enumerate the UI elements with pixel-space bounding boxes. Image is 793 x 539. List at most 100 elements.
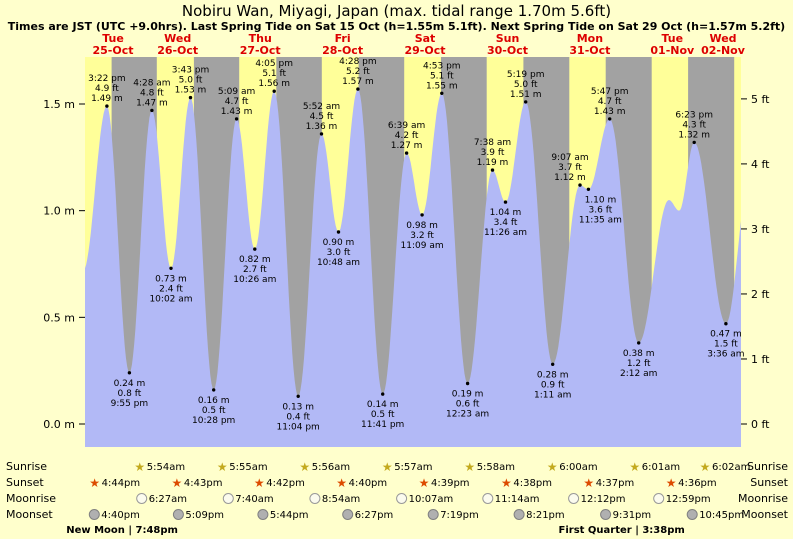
tide-high-annotation: 5:47 pm4.7 ft1.43 m [591,87,629,121]
tide-annotation-line: 4.8 ft [140,88,164,98]
tide-annotation-line: 4.2 ft [395,131,419,141]
tide-annotation-line: 3:36 am [707,350,744,360]
sunset-row-label-right: Sunset [750,476,788,489]
tide-high-annotation: 6:23 pm4.3 ft1.32 m [675,110,713,145]
moonrise-event: 12:12pm [568,493,626,505]
moonset-icon [172,509,184,520]
sunrise-row-label-right: Sunrise [747,460,788,473]
tide-high-annotation: 3:43 pm5.0 ft1.53 m [172,66,209,100]
tide-point-dot [637,341,641,345]
tide-annotation-line: 1.2 ft [627,359,651,369]
tide-point-dot [234,117,239,121]
moonrise-icon [482,493,494,504]
tide-annotation-line: 0.28 m [537,370,569,380]
day-label-dow: Wed [164,32,191,45]
day-label-date: 28-Oct [322,44,363,57]
sunset-event: ★ 4:43pm [172,476,223,490]
moonrise-icon [396,493,408,504]
moonset-event: 6:27pm [342,509,393,521]
ft-tick-label: 0 ft [751,418,770,431]
tide-annotation-line: 0.6 ft [456,400,480,410]
tide-annotation-line: 0.82 m [239,255,271,265]
moonset-time: 10:45pm [699,510,744,521]
tide-point-dot [169,266,173,270]
moonset-row-label-right: Moonset [741,508,788,521]
tide-annotation-line: 10:28 pm [192,416,235,426]
moonrise-icon [222,493,234,504]
day-label-dow: Tue [102,32,124,45]
tide-annotation-line: 1.12 m [554,173,586,183]
tide-annotation-line: 0.90 m [323,238,355,248]
sunset-star-icon: ★ [89,476,100,490]
tide-point-dot [127,371,132,375]
sunrise-time: 5:54am [147,462,185,473]
tide-annotation-line: 9:55 pm [111,399,149,409]
moonrise-time: 12:12pm [581,494,626,505]
tide-annotation-line: 0.19 m [452,390,484,400]
tide-annotation-line: 11:09 am [401,241,444,251]
tide-annotation-line: 1.32 m [678,130,710,140]
day-label-dow: Thu [249,32,272,45]
tide-area [85,89,741,447]
moonset-icon [342,509,354,520]
moonrise-event: 10:07am [396,493,453,505]
tide-annotation-line: 11:26 am [484,228,527,238]
y-axis-m: 0.0 m 0.5 m 1.0 m 1.5 m [43,98,85,431]
moonrise-event: 8:54am [309,493,360,505]
sunset-star-icon: ★ [583,476,594,490]
tide-annotation-line: 0.9 ft [541,380,565,390]
moonset-event: 9:31pm [600,509,651,521]
tide-point-dot [490,168,495,172]
tide-annotation-line: 5:47 pm [591,87,629,97]
sunset-time: 4:43pm [184,478,223,489]
tide-annotation-line: 5:19 pm [507,70,545,80]
sunrise-star-icon: ★ [547,460,558,474]
tide-point-dot [272,89,276,93]
moonset-event: 5:44pm [257,509,308,521]
tide-point-dot [586,187,591,191]
tide-high-annotation: 9:07 am3.7 ft1.12 m [551,153,589,187]
tide-high-annotation: 4:28 am4.8 ft1.47 m [133,78,171,113]
day-label-dow: Sun [496,32,520,45]
moonrise-icon [309,493,321,504]
sunrise-event: ★ 6:02am [700,460,751,474]
sunrise-star-icon: ★ [134,460,145,474]
sunset-event: ★ 4:38pm [501,476,552,490]
moonset-icon [88,509,100,520]
tide-point-dot [150,108,154,113]
tide-annotation-line: 0.5 ft [371,410,395,420]
tide-annotation-line: 5.1 ft [430,71,454,81]
moonrise-time: 8:54am [322,494,360,505]
tide-annotation-line: 0.13 m [282,402,314,412]
tide-point-dot [381,392,385,396]
tide-annotation-line: 3.2 ft [410,231,434,241]
day-label-date: 27-Oct [240,44,281,57]
ft-tick-label: 3 ft [751,223,770,236]
tide-annotation-line: 10:26 am [233,275,276,285]
tide-annotation-line: 0.8 ft [118,389,142,399]
tide-annotation-line: 10:02 am [149,294,192,304]
moonset-time: 8:21pm [526,510,565,521]
tide-annotation-line: 2:12 am [620,369,657,379]
moonrise-row-label-right: Moonrise [738,492,788,505]
moonset-icon [257,509,269,520]
tide-annotation-line: 5.0 ft [514,80,538,90]
moonrise-icon [653,493,665,504]
tide-annotation-line: 1.55 m [426,81,458,91]
tide-point-dot [356,87,360,91]
tide-high-annotation: 4:05 pm5.1 ft1.56 m [255,59,293,93]
tide-annotation-line: 4.5 ft [310,112,334,122]
moon-phase-label: New Moon | 7:48pm [66,525,178,536]
day-labels: Tue25-OctWed26-OctThu27-OctFri28-OctSat2… [92,32,745,57]
ft-tick-label: 1 ft [751,353,770,366]
tide-annotation-line: 0.14 m [367,400,399,410]
tide-point-dot [296,394,300,398]
tide-annotation-line: 3.0 ft [327,248,351,258]
tide-annotation-line: 1.56 m [258,79,290,89]
tide-point-dot [503,200,508,204]
